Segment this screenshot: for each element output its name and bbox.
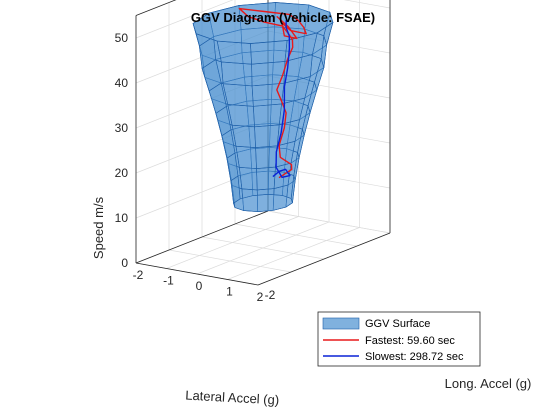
surface-patch [253,103,282,128]
z-tick-label: 30 [115,121,129,135]
z-tick-label: 20 [115,166,129,180]
z-axis-label: Speed m/s [91,196,106,259]
grid-line-z [343,0,391,9]
legend-label-fastest: Fastest: 59.60 sec [365,335,455,347]
x-tick-label: -1 [163,274,174,288]
legend-label-slowest: Slowest: 298.72 sec [365,351,464,363]
surface-patch [216,40,252,65]
x-tick-label: 2 [257,290,264,304]
surface-patch [255,145,278,169]
x-tick-label: 0 [196,279,203,293]
z-tick-label: 40 [115,76,129,90]
axis-edge [135,262,259,286]
grid-line-y [201,236,325,260]
x-tick-label: -2 [133,268,144,282]
grid-line-y [267,210,391,234]
grid-line-y [168,249,292,273]
grid-line-y [234,223,358,247]
surface-bottom-cap [233,194,293,212]
surface-patch [238,167,258,191]
trace-fastest [238,7,307,179]
y-tick-label: -2 [265,288,276,302]
surface-patch [250,40,288,65]
surface-top-cap [192,2,334,44]
chart-title: GGV Diagram (Vehicle: FSAE) [191,10,375,25]
legend-label-surface: GGV Surface [365,318,430,330]
legend-swatch-surface [322,317,360,330]
axis-edge [135,0,177,16]
z-tick-label: 0 [121,256,128,270]
ggv-surface [192,2,334,212]
axis-edge [257,232,391,286]
z-tick-label: 50 [115,31,129,45]
trace-slowest [272,19,291,179]
surface-patch [254,124,280,148]
x-tick-label: 1 [226,285,233,299]
z-tick-label: 10 [115,211,129,225]
axis-edge [135,210,269,264]
y-axis-label: Long. Accel (g) [445,376,532,391]
series-layer [238,7,307,179]
legend: GGV Surface Fastest: 59.60 sec Slowest: … [317,311,481,367]
surface-patch [220,61,253,87]
surface-patch [256,166,276,191]
x-axis-label: Lateral Accel (g) [185,388,280,408]
